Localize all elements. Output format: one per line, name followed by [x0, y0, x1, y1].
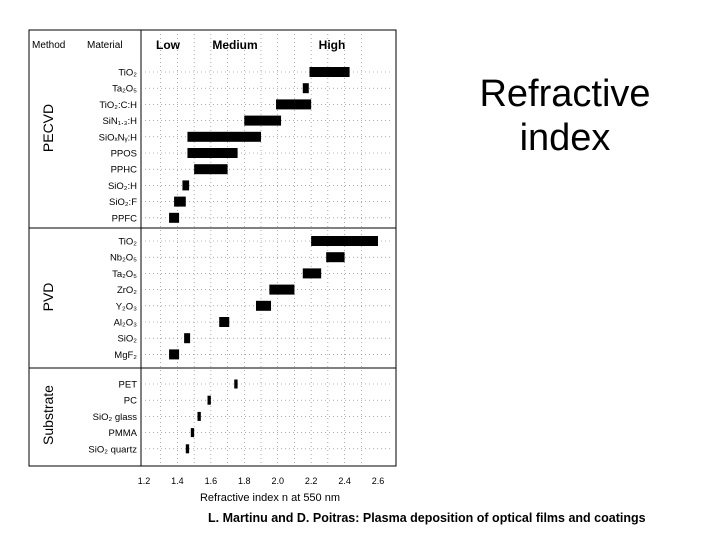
material-label: SiO₂ — [117, 334, 137, 345]
material-label: SiO₂ quartz — [88, 444, 137, 455]
material-header: Material — [87, 40, 123, 51]
material-label: SiOₓNᵧ:H — [99, 132, 138, 143]
x-tick-label: 1.8 — [238, 476, 251, 486]
slide-title: Refractive index — [479, 73, 651, 159]
material-label: PPHC — [111, 165, 138, 176]
x-axis-label: Refractive index n at 550 nm — [200, 492, 340, 504]
range-bar — [190, 428, 195, 438]
range-bar — [244, 115, 282, 126]
x-tick-label: 2.4 — [338, 476, 351, 486]
range-bar — [197, 411, 201, 421]
x-tick-label: 2.6 — [372, 476, 385, 486]
low-header: Low — [156, 38, 181, 52]
material-label: SiO₂ glass — [93, 412, 138, 423]
citation: L. Martinu and D. Poitras: Plasma deposi… — [208, 511, 646, 525]
material-label: PC — [124, 396, 137, 407]
range-bar — [207, 395, 211, 405]
range-bar — [187, 131, 261, 142]
material-label: Ta₂O₅ — [112, 269, 137, 280]
range-bar — [326, 252, 345, 263]
method-header: Method — [32, 40, 65, 51]
range-bar — [302, 83, 309, 94]
range-bar — [302, 268, 322, 279]
method-labels: PECVD PVD Substrate — [40, 104, 56, 445]
x-tick-labels: 1.2 1.4 1.6 1.8 2.0 2.2 2.4 2.6 — [138, 476, 385, 486]
range-bar — [276, 99, 312, 110]
high-header: High — [319, 38, 346, 52]
range-bar — [169, 349, 180, 360]
material-label: PET — [119, 380, 138, 391]
range-bar — [311, 236, 378, 246]
material-label: PPFC — [112, 213, 137, 224]
x-tick-label: 2.0 — [271, 476, 284, 486]
range-bars — [169, 67, 378, 454]
range-bar — [185, 444, 190, 454]
range-bar — [219, 317, 230, 327]
material-label: Y₂O₃ — [116, 301, 137, 312]
method-label-pvd: PVD — [40, 283, 56, 312]
range-bar — [182, 180, 190, 191]
range-bar — [187, 148, 238, 158]
material-label: SiN₁.₃:H — [102, 116, 137, 127]
material-label: SiO₂:F — [109, 197, 137, 208]
x-tick-label: 1.6 — [205, 476, 218, 486]
material-label: PMMA — [109, 428, 138, 439]
material-label: TiO₂ — [118, 237, 137, 248]
material-label: TiO₂:C:H — [99, 100, 137, 111]
material-label: PPOS — [111, 149, 137, 160]
material-label: SiO₂:H — [108, 181, 137, 192]
method-label-substrate: Substrate — [40, 385, 56, 445]
material-label: TiO₂ — [118, 68, 137, 79]
x-tick-label: 1.2 — [138, 476, 151, 486]
material-rows: TiO₂ Ta₂O₅ TiO₂:C:H SiN₁.₃:H SiOₓNᵧ:H PPOS PPH… — [88, 68, 392, 455]
material-label: Nb₂O₅ — [110, 253, 137, 264]
gridlines — [160, 34, 362, 466]
range-bar — [174, 196, 186, 207]
chart-frame — [28, 29, 397, 467]
material-label: ZrO₂ — [117, 285, 137, 296]
range-bar — [169, 212, 180, 223]
x-tick-label: 1.4 — [171, 476, 184, 486]
range-bar — [194, 164, 228, 175]
range-bar — [234, 379, 238, 389]
medium-header: Medium — [212, 38, 257, 52]
material-label: MgF₂ — [114, 350, 137, 361]
material-label: Al₂O₃ — [114, 318, 138, 329]
material-label: Ta₂O₅ — [112, 84, 137, 95]
range-bar — [255, 300, 272, 311]
range-bar — [309, 67, 350, 77]
x-tick-label: 2.2 — [305, 476, 318, 486]
range-bar — [184, 333, 191, 344]
method-label-pecvd: PECVD — [40, 104, 56, 152]
range-bar — [269, 284, 295, 295]
